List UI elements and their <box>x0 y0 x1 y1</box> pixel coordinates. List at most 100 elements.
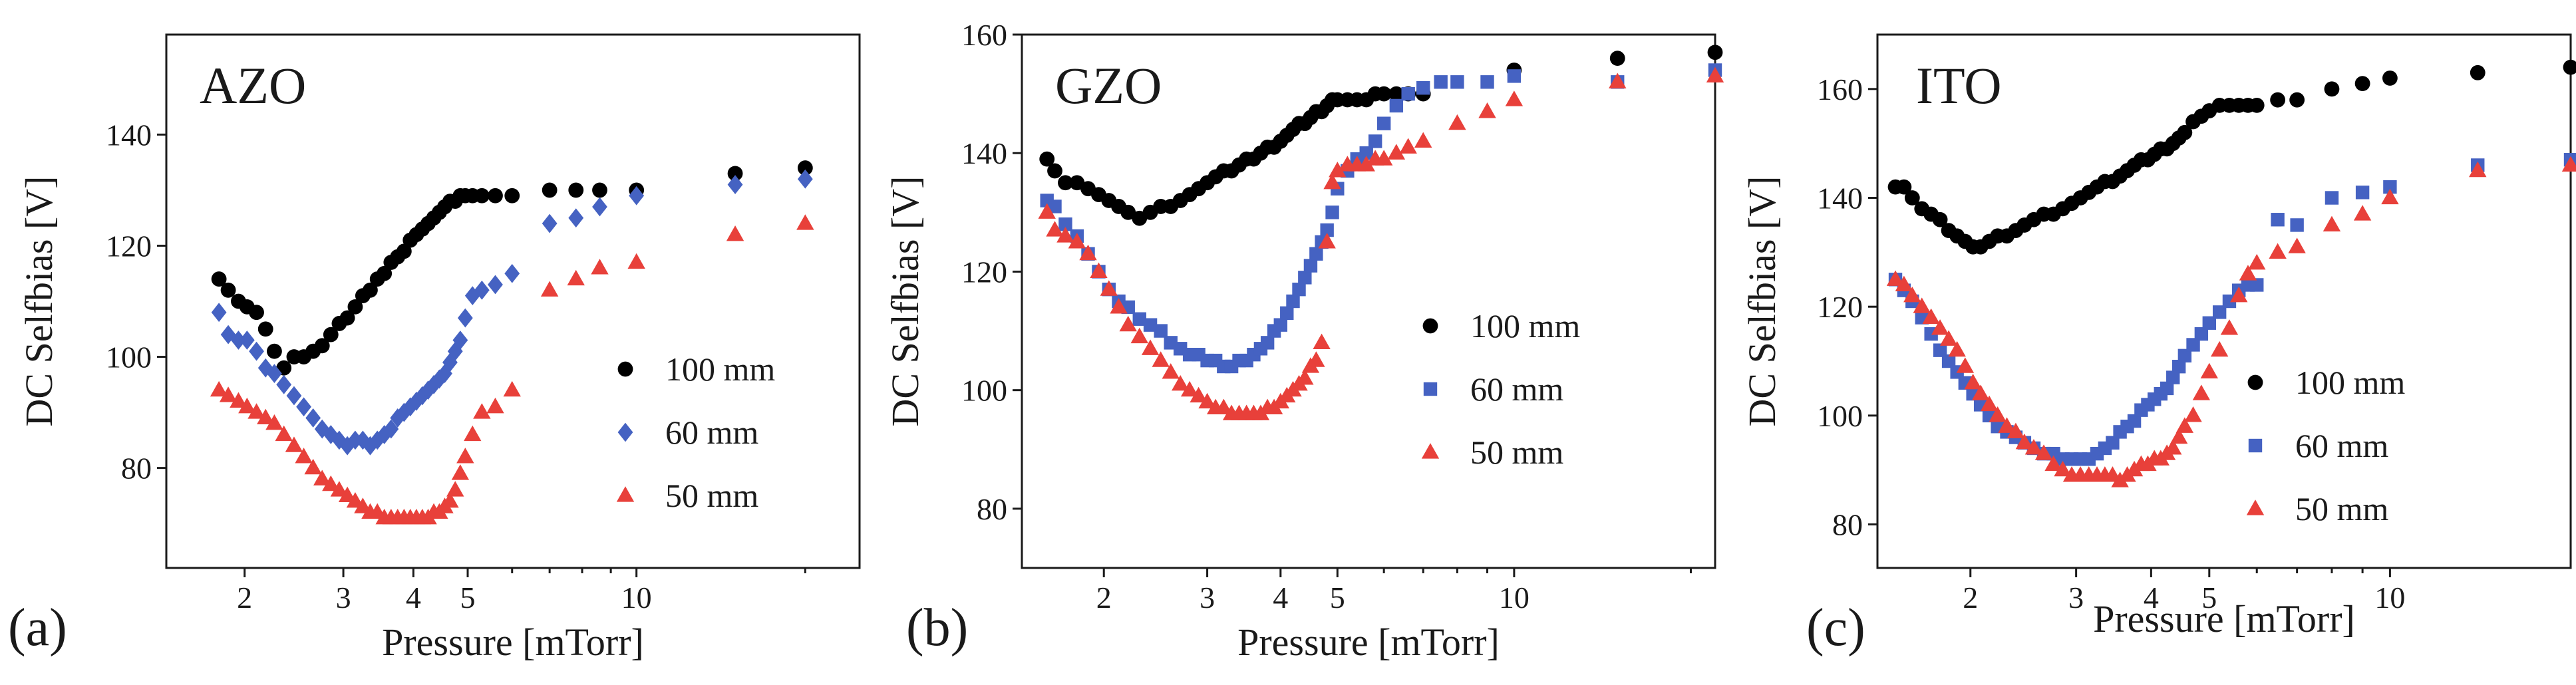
data-point <box>1329 162 1347 178</box>
data-point <box>591 259 609 275</box>
data-point <box>2248 253 2266 270</box>
plot-frame <box>1876 33 2572 569</box>
data-point <box>295 448 313 464</box>
legend-item-60mm: 60 mm <box>2248 427 2388 464</box>
data-point <box>2561 156 2576 172</box>
data-point <box>1039 151 1055 167</box>
data-point <box>1913 297 1931 313</box>
x-tick-label: 3 <box>2068 581 2084 615</box>
data-point <box>1507 69 1522 83</box>
data-point <box>1325 206 1339 219</box>
data-point <box>1047 163 1062 179</box>
data-point <box>1303 259 1318 273</box>
y-axis-label: DC Selfbias [V] <box>884 176 927 427</box>
data-point <box>2192 384 2211 400</box>
data-point <box>276 374 292 394</box>
legend-item-100mm: 100 mm <box>1422 307 1580 344</box>
data-point <box>542 182 558 198</box>
data-point <box>1609 51 1625 67</box>
legend-item-60mm: 60 mm <box>617 414 758 451</box>
data-point <box>473 403 491 419</box>
data-point <box>1320 223 1334 237</box>
data-point <box>1706 67 1724 82</box>
data-point <box>211 303 227 323</box>
y-tick-label: 120 <box>961 255 1007 289</box>
data-point <box>1038 203 1056 219</box>
data-point <box>592 182 607 198</box>
x-tick-label: 3 <box>1200 581 1215 615</box>
data-point <box>1480 75 1494 89</box>
x-tick-label: 10 <box>2374 581 2405 615</box>
data-point <box>2355 186 2370 200</box>
data-point <box>1286 294 1300 309</box>
panel-letter: (a) <box>8 599 67 657</box>
data-point <box>1450 75 1464 89</box>
plot-frame <box>1021 33 1716 569</box>
legend-marker <box>1422 318 1438 334</box>
legend-item-100mm: 100 mm <box>617 350 775 388</box>
data-point <box>2007 422 2025 439</box>
data-point <box>1939 330 1958 346</box>
series-100mm <box>211 160 813 376</box>
series-50mm <box>1886 156 2576 487</box>
data-point <box>1956 357 1975 373</box>
data-point <box>2325 191 2339 205</box>
data-point <box>314 419 330 439</box>
data-point <box>2249 97 2265 113</box>
data-point <box>456 448 474 464</box>
y-tick-label: 100 <box>1817 399 1863 433</box>
data-marks <box>1886 59 2576 487</box>
data-point <box>377 265 393 281</box>
y-tick-label: 160 <box>1817 72 1863 106</box>
data-point <box>1368 134 1382 148</box>
panel-b: 80 100 120 140 160 2 3 4 5 10 GZO DC Selfbias [V]… <box>884 18 1724 664</box>
x-tick-label: 3 <box>336 581 351 615</box>
data-point <box>1273 318 1288 332</box>
x-axis-label: Pressure [mTorr] <box>1237 620 1500 664</box>
axis-ticks: 80 100 120 140 2 3 4 5 10 <box>106 118 806 615</box>
legend-marker <box>617 361 633 377</box>
data-point <box>1932 211 1948 227</box>
data-point <box>285 436 303 452</box>
data-point <box>1401 86 1415 101</box>
data-point <box>1069 175 1085 191</box>
data-point <box>2382 70 2398 86</box>
data-point <box>2323 215 2341 232</box>
y-tick-label: 160 <box>961 18 1007 52</box>
panel-title: ITO <box>1916 57 2002 114</box>
panel-letter: (b) <box>906 599 968 657</box>
data-point <box>1298 271 1312 285</box>
data-point <box>1141 339 1160 355</box>
data-point <box>1309 247 1323 261</box>
data-point <box>1357 156 1375 172</box>
data-point <box>1119 315 1137 332</box>
data-point <box>265 414 283 430</box>
data-point <box>1120 204 1136 220</box>
legend-item-60mm: 60 mm <box>1423 370 1563 408</box>
data-point <box>304 458 322 475</box>
data-point <box>383 419 399 439</box>
data-point <box>2353 205 2372 221</box>
data-point <box>1609 72 1627 88</box>
legend-marker <box>616 486 635 502</box>
data-point <box>2106 436 2120 450</box>
data-point <box>2381 188 2399 205</box>
data-point <box>249 341 264 361</box>
data-point <box>2470 65 2486 80</box>
data-point <box>1998 417 2016 433</box>
data-point <box>1280 306 1294 321</box>
data-point <box>727 166 743 182</box>
data-point <box>1904 190 1920 206</box>
axis-ticks: 80 100 120 140 160 2 3 4 5 10 <box>961 18 1692 615</box>
data-point <box>1154 324 1168 338</box>
legend-item-50mm: 50 mm <box>2246 490 2388 527</box>
data-point <box>1056 227 1074 243</box>
data-point <box>627 253 645 269</box>
data-point <box>451 464 470 480</box>
data-point <box>1971 384 1990 400</box>
data-point <box>2194 327 2209 341</box>
x-tick-label: 4 <box>2144 581 2159 615</box>
legend: 100 mm 60 mm 50 mm <box>2246 364 2405 527</box>
data-point <box>211 271 227 287</box>
